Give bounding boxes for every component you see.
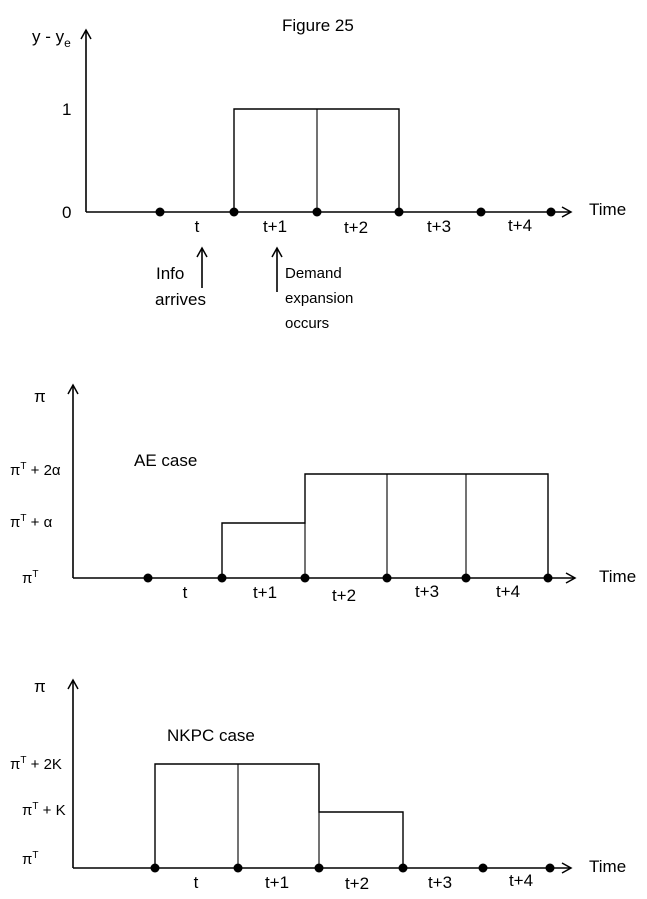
p2-dot [143,573,153,583]
p2-x-axis-label: Time [599,567,636,586]
p3-dot [398,863,408,873]
p1-dot [546,207,556,217]
p3-dot [545,863,555,873]
p1-dot [476,207,486,217]
p3-y-tick-top: πT + 2K [10,755,62,773]
p1-dot [155,207,165,217]
p3-y-tick-mid: πT + K [22,801,66,819]
p2-x-tick-t: t [183,583,188,602]
p1-x-tick-t2: t+2 [344,218,368,237]
p2-dot [543,573,553,583]
p2-x-tick-t4: t+4 [496,582,520,601]
p3-x-tick-t2: t+2 [345,874,369,893]
p2-dot [382,573,392,583]
figure-title: Figure 25 [282,16,354,35]
p2-x-tick-t3: t+3 [415,582,439,601]
p1-note-info-1: Info [156,264,184,283]
p1-dot [229,207,239,217]
p2-y-tick-bot: πT [22,569,38,587]
p3-dot [314,863,324,873]
p3-dot [233,863,243,873]
p3-y-axis-label: π [34,677,46,696]
p1-x-tick-t: t [195,217,200,236]
p1-note-demand-2: expansion [285,290,353,307]
p3-x-tick-t: t [194,873,199,892]
p2-x-tick-t2: t+2 [332,586,356,605]
p1-y-axis-label: y - ye [32,27,71,50]
p2-y-tick-top: πT + 2α [10,461,61,479]
p2-dot [300,573,310,583]
p2-step-line [221,473,549,578]
p3-y-tick-bot: πT [22,850,38,868]
p1-x-tick-t3: t+3 [427,217,451,236]
p3-x-tick-t1: t+1 [265,873,289,892]
p1-dot [394,207,404,217]
p2-dot [461,573,471,583]
p1-note-demand-1: Demand [285,265,342,282]
p2-y-tick-mid: πT + α [10,513,53,531]
p3-dot [478,863,488,873]
p1-x-tick-t4: t+4 [508,216,532,235]
p2-dot [217,573,227,583]
p3-x-axis-label: Time [589,857,626,876]
p3-dot [150,863,160,873]
panel-nkpc-case: π Time NKPC case πT + 2K πT + K πT t t+1… [10,677,626,893]
panel-output-gap: y - ye Time 1 0 t t+1 t+2 t+3 t+4 Info a… [32,27,626,332]
p1-note-info-2: arrives [155,290,206,309]
panel-ae-case: π Time AE case πT + 2α πT + α πT t t+1 t… [10,383,636,605]
p3-x-tick-t4: t+4 [509,871,533,890]
p2-y-axis-label: π [34,387,46,406]
p1-x-tick-t1: t+1 [263,217,287,236]
p1-dot [312,207,322,217]
p3-step-line [154,763,404,868]
p1-x-axis-label: Time [589,200,626,219]
p1-y-tick-0: 0 [62,203,71,222]
p1-note-demand-3: occurs [285,315,329,332]
p3-case-label: NKPC case [167,726,255,745]
p1-y-tick-1: 1 [62,100,71,119]
p2-x-tick-t1: t+1 [253,583,277,602]
p2-case-label: AE case [134,451,197,470]
p3-x-tick-t3: t+3 [428,873,452,892]
